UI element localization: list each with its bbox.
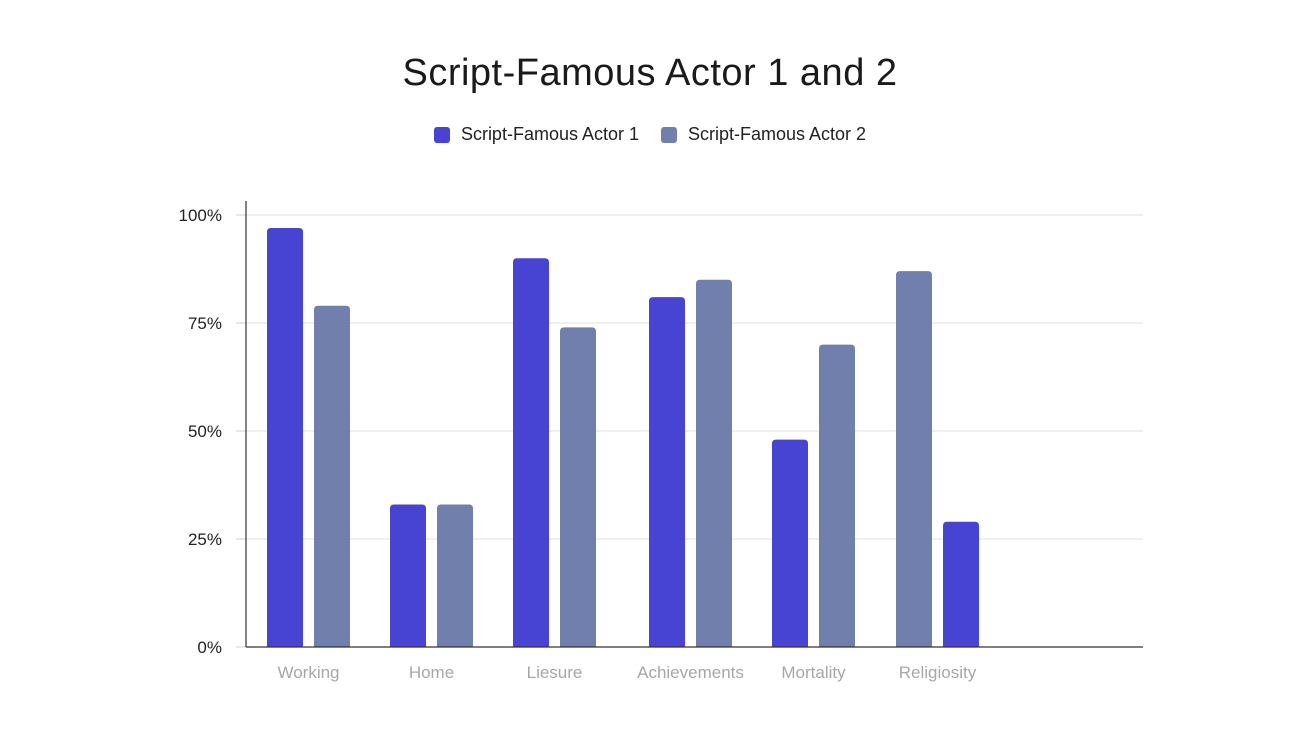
- bar-mortality-series-1[interactable]: [772, 439, 808, 647]
- legend-item-series-1[interactable]: Script-Famous Actor 1: [433, 124, 639, 145]
- bar-achievements-series-2[interactable]: [696, 279, 732, 647]
- bar-religiosity-series-2[interactable]: [896, 271, 932, 647]
- bar-working-series-1[interactable]: [267, 227, 303, 647]
- bars: [267, 227, 979, 647]
- legend-swatch-series-1: [433, 126, 450, 143]
- x-tick-label: Working: [277, 663, 339, 682]
- x-tick-label: Home: [409, 663, 454, 682]
- legend-label-series-2: Script-Famous Actor 2: [688, 124, 867, 144]
- legend-item-series-2[interactable]: Script-Famous Actor 2: [661, 124, 866, 145]
- x-tick-labels: Working Home Liesure Achievements Mortality R…: [277, 663, 976, 682]
- bar-home-series-2[interactable]: [437, 504, 473, 647]
- bar-home-series-1[interactable]: [390, 504, 426, 647]
- y-tick-label: 0%: [197, 638, 222, 657]
- bar-liesure-series-2[interactable]: [560, 327, 596, 647]
- x-tick-label: Mortality: [781, 663, 846, 682]
- bar-liesure-series-1[interactable]: [513, 258, 549, 647]
- y-tick-label: 75%: [188, 314, 222, 333]
- x-tick-label: Achievements: [637, 663, 744, 682]
- chart-title: Script-Famous Actor 1 and 2: [402, 52, 898, 94]
- y-tick-label: 100%: [179, 206, 222, 225]
- y-tick-labels: 0% 25% 50% 75% 100%: [179, 206, 222, 657]
- axes: [245, 201, 1143, 648]
- bar-religiosity-series-1[interactable]: [943, 521, 979, 647]
- x-tick-label: Religiosity: [899, 663, 977, 682]
- y-tick-label: 25%: [188, 530, 222, 549]
- x-tick-label: Liesure: [527, 663, 583, 682]
- gridlines: [236, 214, 1143, 648]
- y-tick-label: 50%: [188, 422, 222, 441]
- bar-working-series-2[interactable]: [314, 305, 350, 647]
- legend: Script-Famous Actor 1 Script-Famous Acto…: [0, 124, 1300, 145]
- legend-swatch-series-2: [661, 126, 677, 143]
- legend-label-series-1: Script-Famous Actor 1: [460, 124, 639, 144]
- bar-achievements-series-1[interactable]: [649, 297, 685, 647]
- bar-mortality-series-2[interactable]: [819, 344, 855, 647]
